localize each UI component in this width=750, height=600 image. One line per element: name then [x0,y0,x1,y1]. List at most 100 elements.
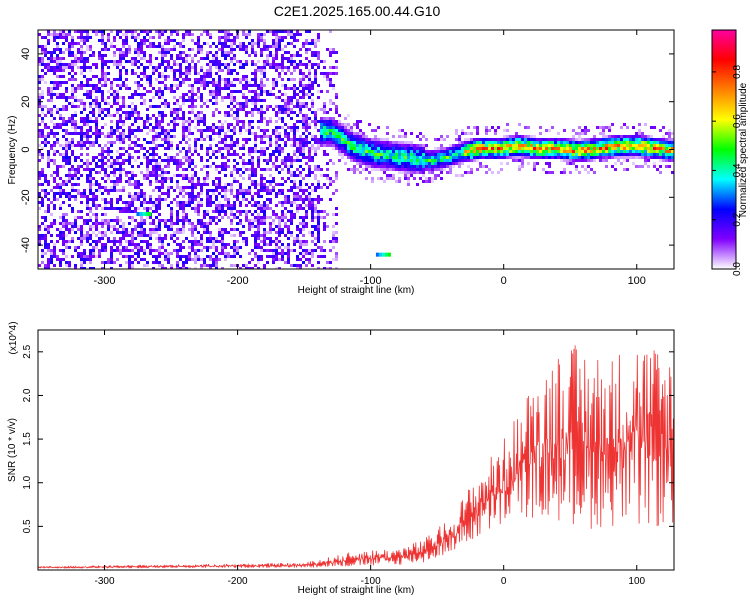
spectrogram-cell [344,147,347,150]
spectrogram-cell [302,114,305,117]
spectrogram-cell [218,201,221,204]
spectrogram-cell [254,141,257,144]
spectrogram-cell [491,171,494,174]
spectrogram-cell [74,123,77,126]
spectrogram-cell [56,186,59,189]
spectrogram-cell [56,165,59,168]
spectrogram-cell [191,153,194,156]
spectrogram-cell [269,231,272,234]
spectrogram-cell [260,36,263,39]
spectrogram-cell [56,96,59,99]
spectrogram-cell [116,135,119,138]
spectrogram-cell [257,258,260,261]
spectrogram-cell [65,192,68,195]
spectrogram-cell [230,228,233,231]
spectrogram-cell [155,255,158,258]
spectrogram-cell [449,159,452,162]
spectrogram-cell [242,171,245,174]
spectrogram-cell [200,69,203,72]
spectrogram-cell [182,81,185,84]
spectrogram-cell [464,153,467,156]
spectrogram-cell [302,228,305,231]
spectrogram-cell [50,213,53,216]
spectrogram-cell [302,249,305,252]
spectrogram-cell [332,240,335,243]
spectrogram-cell [206,57,209,60]
spectrogram-cell [305,225,308,228]
spectrogram-cell [170,159,173,162]
spectrogram-cell [251,72,254,75]
spectrogram-cell [416,159,419,162]
spectrogram-cell [197,240,200,243]
spectrogram-cell [311,213,314,216]
spectrogram-cell [185,201,188,204]
spectrogram-cell [251,51,254,54]
spectrogram-cell [182,72,185,75]
spectrogram-cell [368,141,371,144]
spectrogram-cell [278,258,281,261]
spectrogram-cell [107,222,110,225]
spectrogram-cell [386,159,389,162]
spectrogram-cell [179,165,182,168]
spectrogram-cell [83,141,86,144]
spectrogram-cell [107,36,110,39]
spectrogram-cell [143,72,146,75]
spectrogram-cell [413,165,416,168]
spectrogram-cell [245,81,248,84]
spectrogram-cell [230,93,233,96]
spectrogram-cell [260,153,263,156]
spectrogram-cell [509,138,512,141]
spectrogram-cell [572,153,575,156]
spectrogram-cell [173,129,176,132]
spectrogram-cell [80,141,83,144]
spectrogram-cell [80,240,83,243]
spectrogram-cell [209,201,212,204]
spectrogram-cell [539,144,542,147]
spectrogram-cell [530,135,533,138]
spectrogram-cell [74,30,77,33]
spectrogram-cell [95,90,98,93]
spectrogram-cell [575,132,578,135]
spectrogram-cell [119,171,122,174]
spectrogram-cell [233,78,236,81]
spectrogram-cell [299,33,302,36]
spectrogram-cell [38,99,41,102]
spectrogram-cell [131,255,134,258]
spectrogram-cell [176,147,179,150]
spectrogram-cell [272,213,275,216]
spectrogram-cell [572,162,575,165]
spectrogram-cell [473,150,476,153]
spectrogram-cell [101,231,104,234]
spectrogram-cell [359,156,362,159]
spectrogram-cell [509,135,512,138]
spectrogram-cell [182,36,185,39]
spectrogram-cell [44,243,47,246]
spectrogram-cell [206,198,209,201]
spectrogram-cell [545,156,548,159]
spectrogram-cell [173,198,176,201]
spectrogram-cell [536,162,539,165]
spectrogram-cell [248,159,251,162]
spectrogram-cell [500,141,503,144]
spectrogram-cell [470,150,473,153]
spectrogram-cell [236,60,239,63]
spectrogram-cell [221,156,224,159]
spectrogram-cell [146,264,149,267]
spectrogram-cell [149,249,152,252]
spectrogram-cell [155,237,158,240]
spectrogram-cell [38,114,41,117]
spectrogram-cell [143,138,146,141]
spectrogram-cell [317,201,320,204]
spectrogram-cell [260,222,263,225]
spectrogram-cell [209,72,212,75]
spectrogram-cell [233,105,236,108]
spectrogram-cell [155,162,158,165]
spectrogram-cell [44,72,47,75]
spectrogram-cell [311,255,314,258]
spectrogram-cell [83,219,86,222]
spectrogram-cell [251,90,254,93]
spectrogram-cell [251,219,254,222]
spectrogram-cell [122,135,125,138]
spectrogram-cell [185,153,188,156]
spectrogram-cell [260,117,263,120]
